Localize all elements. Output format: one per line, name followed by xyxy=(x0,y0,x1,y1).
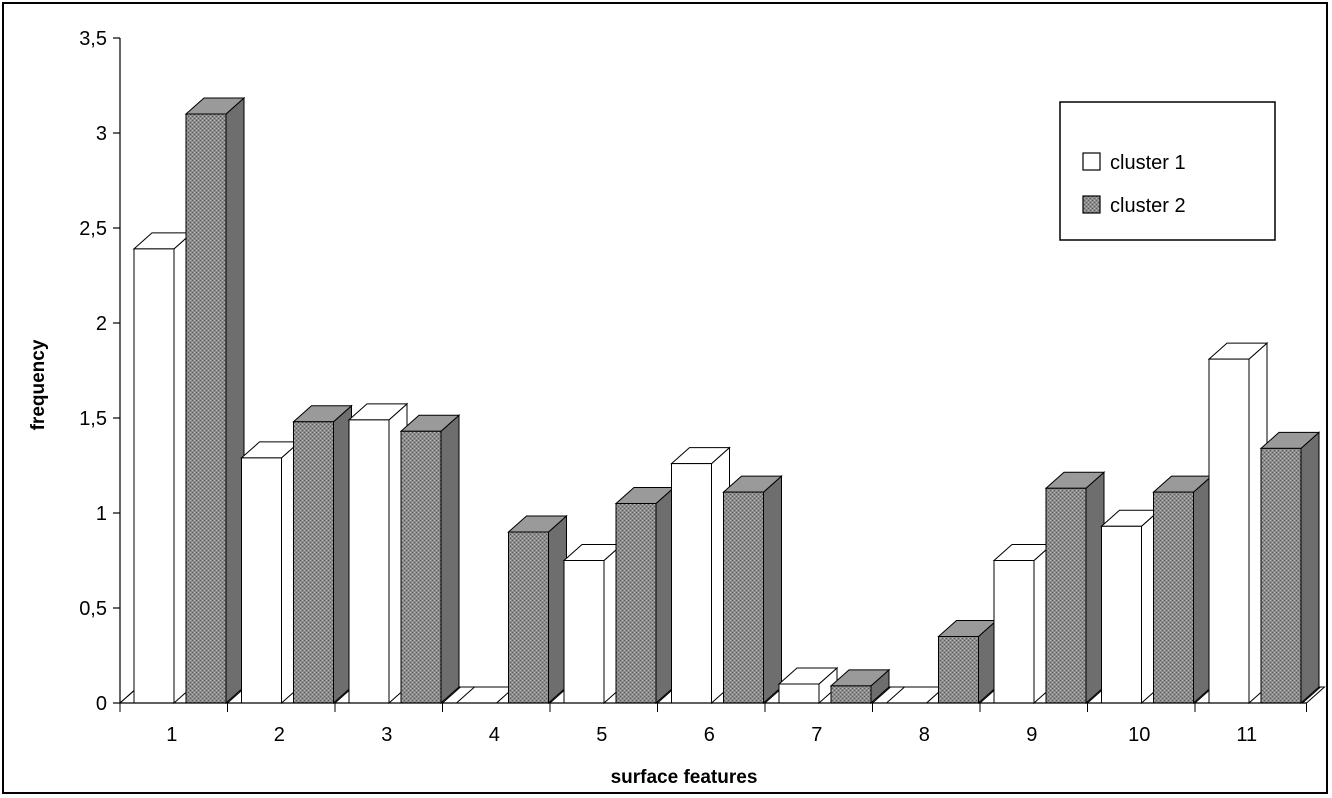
bar-front-face xyxy=(293,421,334,704)
bar-front-face xyxy=(993,560,1035,704)
bar-front-face xyxy=(938,636,979,704)
y-tick-label: 0,5 xyxy=(79,598,107,620)
bar-cluster-2-cat-9 xyxy=(1044,471,1106,705)
bar-cluster-2-cat-6 xyxy=(722,474,783,705)
bar-front-face xyxy=(723,491,764,704)
y-tick-label: 3,5 xyxy=(79,28,107,50)
x-tick-label: 8 xyxy=(919,724,930,746)
bar-front-face xyxy=(615,503,657,704)
bar-cluster-2-cat-3 xyxy=(399,414,461,705)
bar-front-face xyxy=(348,419,390,704)
legend: cluster 1 cluster 2 xyxy=(1059,101,1276,241)
bar-front-face xyxy=(133,248,175,704)
y-axis: 0 0,5 1 1,5 2 2,5 3 3,5 xyxy=(79,28,121,715)
x-tick-label: 4 xyxy=(489,724,500,746)
x-axis: 1 2 3 4 5 6 7 8 9 10 11 xyxy=(119,702,1307,746)
bar-cluster-1-cat-10 xyxy=(1100,509,1161,705)
bar-front-face xyxy=(508,531,549,704)
y-tick-label: 1,5 xyxy=(79,408,107,430)
bar-cluster-2-cat-11 xyxy=(1259,431,1321,705)
bar-cluster-2-cat-10 xyxy=(1152,474,1213,705)
bar-front-face xyxy=(241,457,282,704)
bar-cluster-1-cat-5 xyxy=(562,543,624,705)
x-tick-label: 6 xyxy=(704,724,715,746)
legend-swatch-cluster-1 xyxy=(1082,152,1101,171)
bar-cluster-2-cat-5 xyxy=(614,486,676,705)
x-tick-label: 10 xyxy=(1128,724,1150,746)
bar-cluster-1-cat-2 xyxy=(240,440,301,705)
x-tick-label: 3 xyxy=(381,724,392,746)
x-tick-label: 2 xyxy=(274,724,285,746)
x-tick-label: 9 xyxy=(1026,724,1037,746)
floor-divider xyxy=(1302,686,1321,704)
bar-cluster-1-cat-3 xyxy=(347,402,409,705)
bar-cluster-2-cat-2 xyxy=(292,404,353,705)
bar-side-face xyxy=(763,474,782,705)
y-tick-label: 2,5 xyxy=(79,218,107,240)
legend-swatch-cluster-2 xyxy=(1082,195,1101,214)
bar-front-face xyxy=(400,430,442,704)
bar-cluster-2-cat-8 xyxy=(937,619,998,705)
y-tick-label: 1 xyxy=(96,503,107,525)
bar-cluster-1-cat-11 xyxy=(1207,341,1269,705)
bar-front-face xyxy=(563,560,605,704)
bar-cluster-1-cat-7 xyxy=(777,666,839,705)
x-tick-label: 1 xyxy=(166,724,177,746)
y-tick-label: 0 xyxy=(96,693,107,715)
bar-front-face xyxy=(185,113,227,704)
bar-side-face xyxy=(440,414,460,705)
bar-front-face xyxy=(671,463,712,704)
legend-label-cluster-2: cluster 2 xyxy=(1110,195,1186,217)
x-tick-label: 5 xyxy=(596,724,607,746)
bar-front-face xyxy=(830,685,872,704)
y-tick-label: 3 xyxy=(96,123,107,145)
y-axis-title: frequency xyxy=(28,339,49,430)
floor-divider xyxy=(442,686,461,704)
bar-cluster-2-cat-1 xyxy=(184,96,246,705)
bar-cluster-2-cat-4 xyxy=(507,514,568,705)
legend-label-cluster-1: cluster 1 xyxy=(1110,152,1186,174)
bar-front-face xyxy=(1045,487,1087,704)
bar-side-face xyxy=(1300,431,1320,705)
bar-cluster-1-cat-1 xyxy=(132,231,194,705)
x-tick-label: 11 xyxy=(1236,724,1257,746)
bar-cluster-1-cat-9 xyxy=(992,543,1054,705)
bar-front-face xyxy=(1260,447,1302,704)
bar-front-face xyxy=(778,683,820,704)
bar-cluster-2-cat-7 xyxy=(829,668,891,705)
bar-front-face xyxy=(1101,525,1142,704)
x-tick-label: 7 xyxy=(811,724,822,746)
legend-box xyxy=(1059,101,1276,241)
x-axis-title: surface features xyxy=(611,767,758,788)
y-tick-label: 2 xyxy=(96,313,107,335)
bar-front-face xyxy=(1153,491,1194,704)
bar-front-face xyxy=(1208,358,1250,704)
floor-divider xyxy=(872,686,891,704)
bar-cluster-1-cat-6 xyxy=(670,446,731,705)
